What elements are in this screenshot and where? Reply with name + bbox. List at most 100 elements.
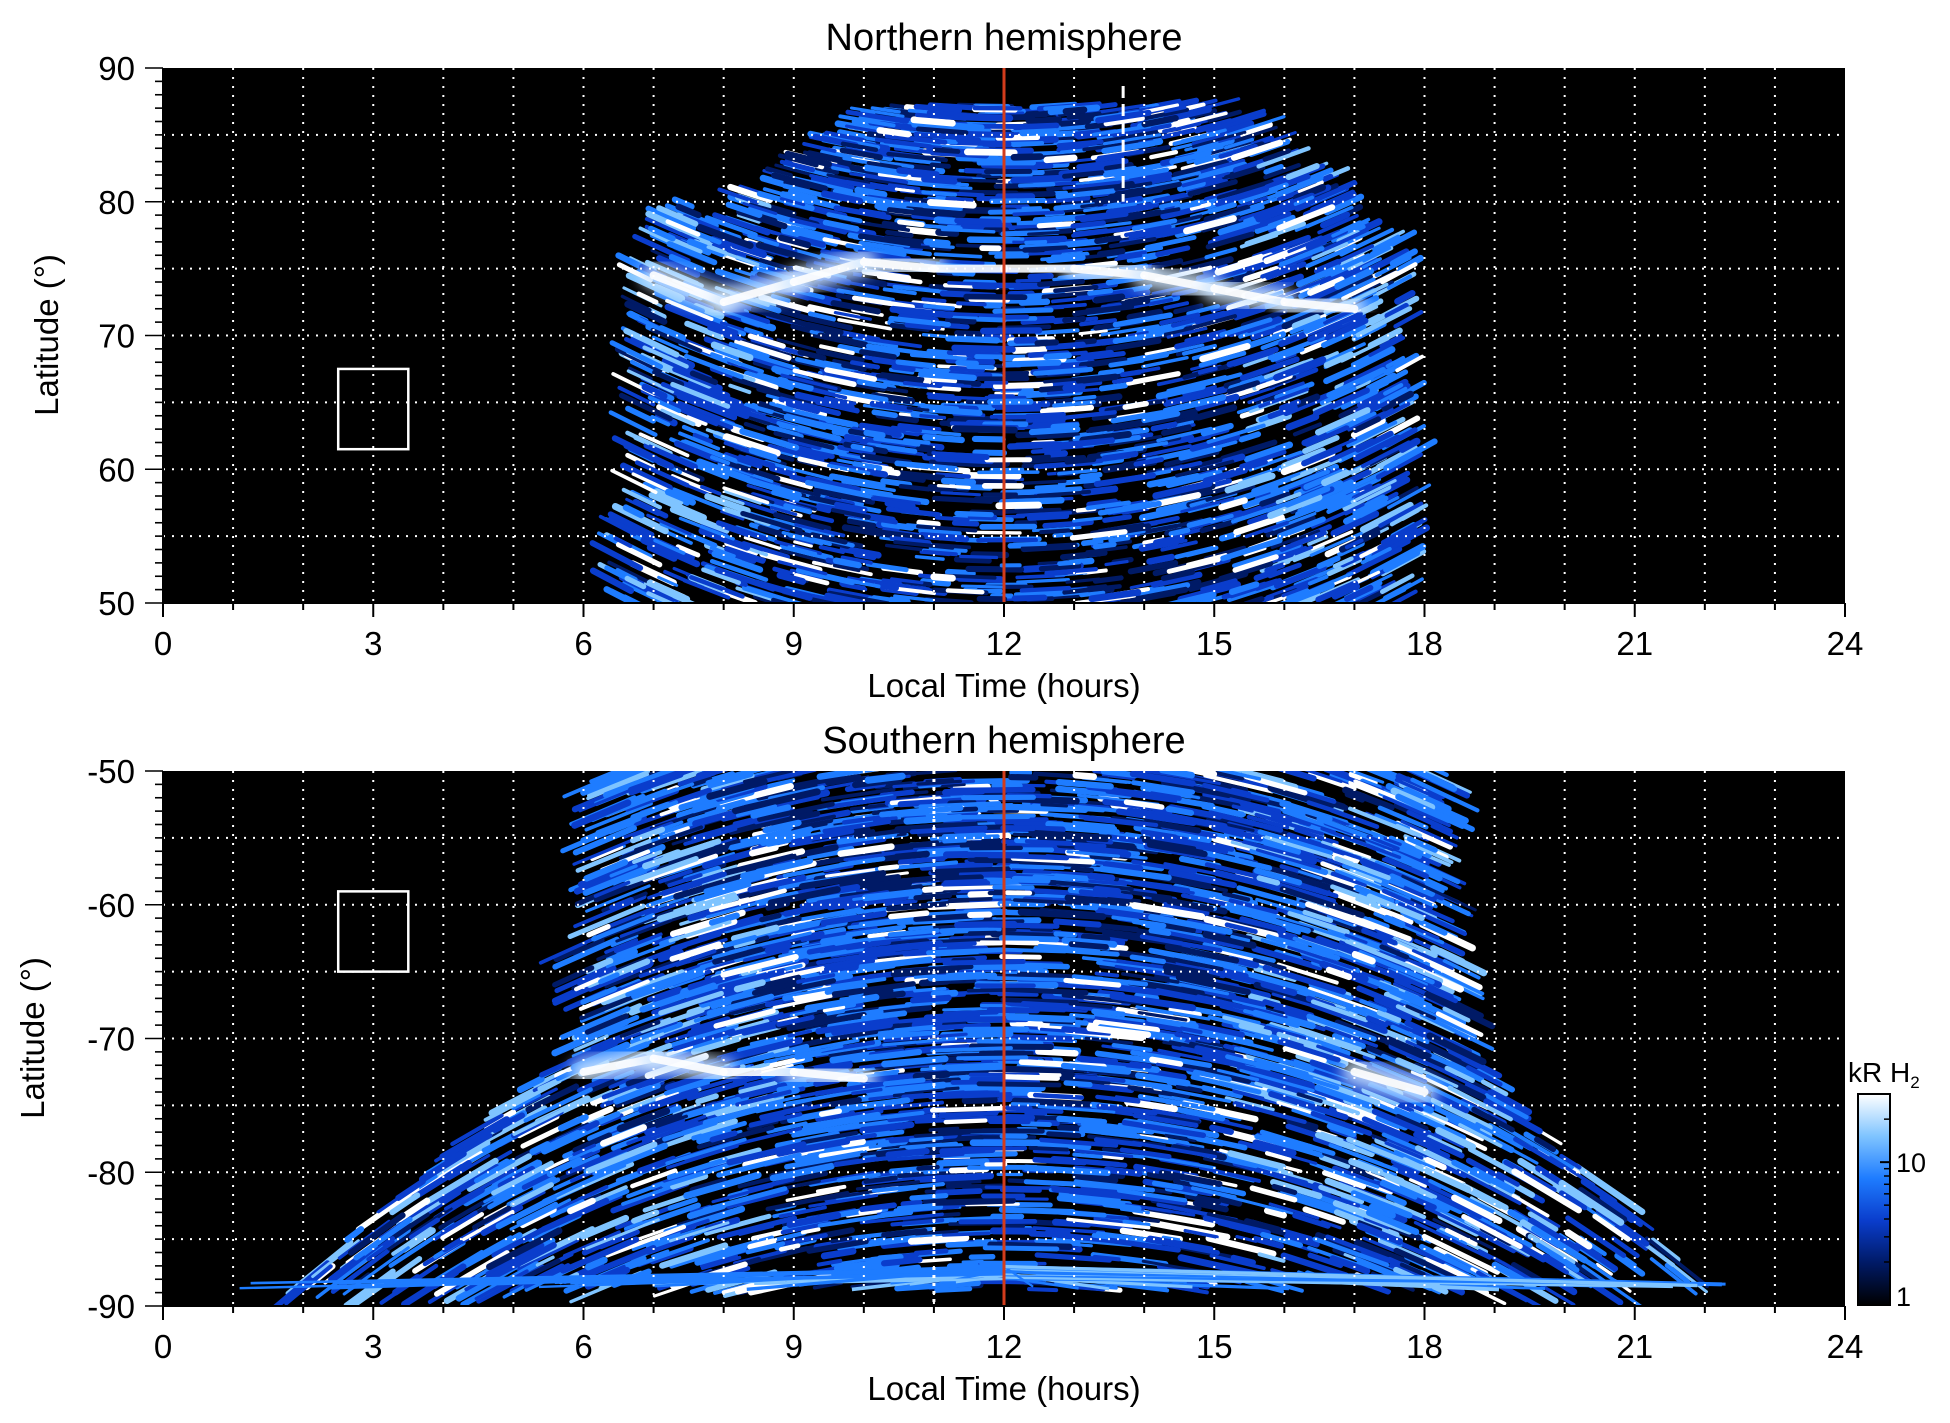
emission-streak (650, 328, 703, 353)
emission-streak (1043, 375, 1105, 384)
emission-streak (941, 1231, 991, 1237)
emission-streak (648, 492, 707, 521)
emission-streak (745, 414, 779, 428)
emission-streak (1169, 150, 1212, 165)
emission-streak (971, 435, 1006, 443)
emission-streak (999, 954, 1042, 960)
emission-streak (1380, 262, 1418, 285)
emission-streak (1066, 109, 1119, 120)
emission-streak (980, 327, 1043, 335)
emission-streak (960, 584, 1004, 589)
emission-streak (802, 141, 837, 153)
emission-streak (1189, 891, 1214, 902)
emission-streak (1010, 153, 1044, 161)
emission-streak (1242, 266, 1280, 283)
emission-streak (727, 1020, 778, 1037)
emission-streak (1039, 528, 1071, 535)
emission-streak (1366, 916, 1390, 929)
emission-streak (1105, 202, 1154, 216)
emission-streak (1403, 913, 1433, 929)
emission-streak (1330, 510, 1380, 537)
emission-streak (709, 559, 769, 582)
emission-streak (772, 858, 795, 867)
emission-streak (884, 133, 948, 145)
emission-streak (1527, 1211, 1559, 1232)
emission-streak (1091, 413, 1118, 421)
emission-streak (882, 287, 917, 296)
emission-streak (710, 455, 731, 466)
emission-streak (624, 575, 647, 590)
emission-streak (734, 339, 792, 361)
emission-streak (787, 545, 818, 556)
emission-streak (1080, 933, 1111, 943)
emission-streak (1209, 1124, 1234, 1135)
emission-streak (859, 1212, 944, 1225)
emission-streak (810, 177, 855, 190)
emission-streak (961, 1259, 984, 1264)
emission-streak (1189, 203, 1236, 218)
emission-streak (723, 433, 781, 457)
emission-streak (736, 499, 778, 515)
emission-streak (1034, 835, 1067, 844)
y-tick-label: 80 (98, 184, 135, 221)
emission-streak (871, 1182, 945, 1193)
emission-streak (1025, 411, 1066, 419)
emission-streak (922, 223, 963, 231)
emission-streak (1138, 503, 1198, 522)
emission-streak (1243, 546, 1267, 557)
emission-streak (846, 518, 877, 529)
emission-streak (787, 437, 822, 450)
emission-streak (865, 343, 928, 356)
emission-streak (1253, 1057, 1309, 1077)
emission-streak (940, 477, 977, 486)
emission-streak (779, 548, 833, 565)
emission-streak (1381, 390, 1415, 412)
emission-streak (1289, 317, 1327, 335)
emission-streak (821, 375, 857, 388)
emission-streak (1093, 472, 1157, 487)
emission-streak (1188, 334, 1221, 345)
emission-streak (646, 307, 667, 320)
emission-streak (1102, 133, 1162, 146)
emission-streak (1275, 353, 1297, 363)
emission-streak (856, 378, 888, 389)
emission-streak (883, 898, 918, 907)
emission-streak (958, 189, 1019, 196)
emission-streak (1032, 1226, 1106, 1235)
emission-streak (671, 487, 727, 512)
emission-streak (1254, 578, 1283, 591)
emission-streak (515, 1237, 580, 1271)
emission-streak (1062, 170, 1105, 179)
emission-streak (1042, 521, 1076, 529)
emission-streak (462, 1232, 523, 1269)
emission-streak (802, 1008, 827, 1017)
emission-streak (1245, 316, 1283, 334)
emission-streak (1388, 1043, 1458, 1078)
emission-streak (1080, 1121, 1117, 1130)
emission-streak (1220, 537, 1283, 562)
emission-streak (1114, 181, 1153, 191)
emission-streak (656, 403, 702, 427)
emission-streak (1262, 148, 1292, 162)
emission-streak (1316, 555, 1341, 570)
emission-streak (1131, 218, 1178, 231)
emission-streak (1343, 499, 1388, 525)
emission-streak (799, 496, 842, 509)
emission-streak (1052, 532, 1074, 538)
emission-streak (926, 198, 977, 209)
north-emission-map (589, 97, 1438, 603)
emission-streak (1350, 418, 1386, 438)
emission-streak (700, 484, 722, 496)
emission-streak (902, 380, 931, 388)
emission-streak (660, 381, 718, 409)
emission-streak (1435, 1229, 1468, 1247)
emission-streak (1369, 1123, 1410, 1143)
emission-streak (1034, 484, 1066, 490)
emission-streak (879, 140, 920, 151)
emission-streak (874, 137, 933, 149)
emission-streak (1038, 563, 1082, 572)
emission-streak (690, 775, 713, 787)
emission-streak (833, 310, 873, 321)
emission-streak (1051, 1236, 1132, 1248)
emission-streak (829, 1097, 862, 1108)
